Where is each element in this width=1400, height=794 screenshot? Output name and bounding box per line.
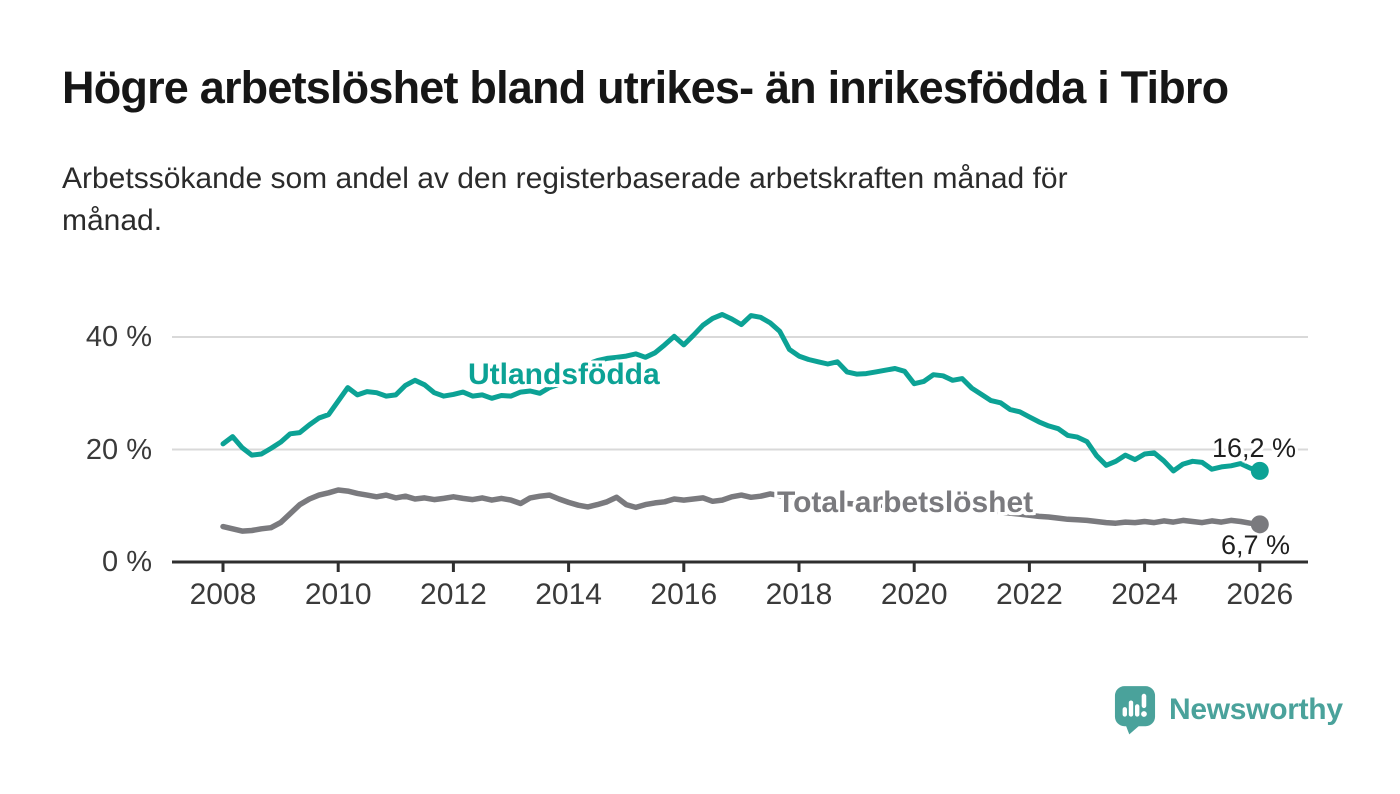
series-label-total-arbetsloshet: Total arbetslöshet [777, 486, 1034, 519]
end-value-label-utlandsfodda: 16,2 % [1211, 433, 1296, 463]
series-label-utlandsfodda: Utlandsfödda [468, 358, 660, 391]
y-tick-label: 0 % [102, 546, 152, 578]
end-value-label-total: 6,7 % [1220, 530, 1290, 560]
page-title: Högre arbetslöshet bland utrikes- än inr… [62, 62, 1229, 113]
chart-subtitle-line1: Arbetssökande som andel av den registerb… [62, 162, 1068, 195]
x-tick-label: 2022 [996, 578, 1063, 611]
x-tick-label: 2012 [420, 578, 487, 611]
series-end-dot-total [1250, 515, 1269, 534]
newsworthy-bubble-chart-icon [1114, 686, 1156, 735]
x-tick-label: 2026 [1226, 578, 1294, 611]
x-tick-label: 2008 [189, 578, 257, 611]
series-line-utlandsfodda [220, 312, 1263, 474]
x-tick-label: 2018 [765, 578, 833, 611]
x-tick-label: 2024 [1111, 578, 1178, 611]
series-end-dot-utlandsfodda [1250, 461, 1269, 480]
chart-subtitle: Arbetssökande som andel av den registerb… [62, 158, 1282, 242]
chart-subtitle-line2: månad. [62, 204, 163, 237]
x-tick-label: 2010 [304, 578, 372, 611]
newsworthy-wordmark: Newsworthy [1169, 693, 1343, 726]
y-tick-label: 40 % [85, 321, 152, 353]
y-tick-label: 20 % [85, 433, 152, 466]
x-tick-label: 2020 [880, 578, 948, 611]
x-tick-label: 2016 [650, 578, 718, 611]
series-line-total [220, 487, 1263, 534]
newsworthy-logo: Newsworthy [1114, 685, 1343, 735]
x-tick-label: 2014 [535, 578, 602, 611]
